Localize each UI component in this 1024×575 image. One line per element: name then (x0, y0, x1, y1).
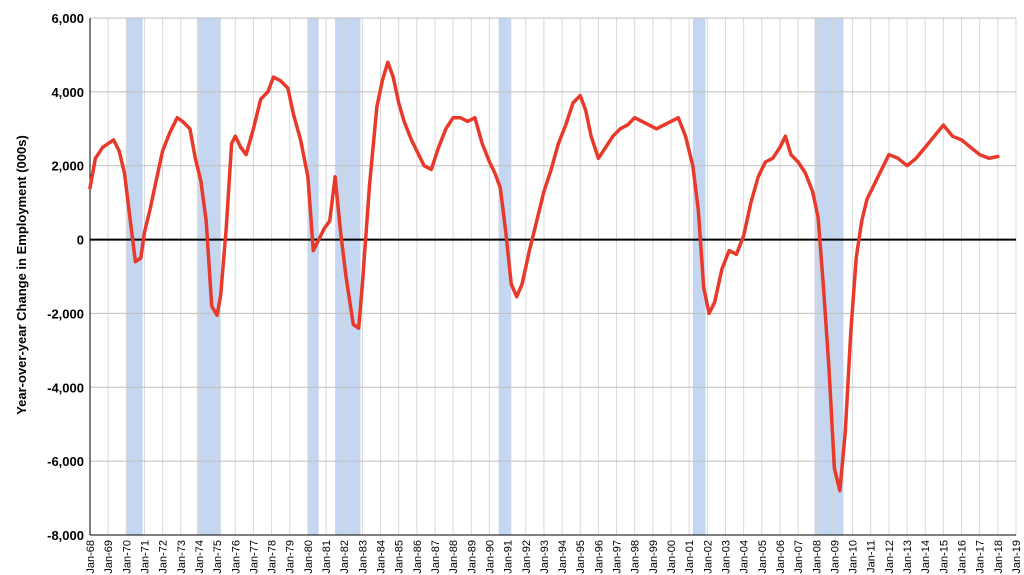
x-tick-label: Jan-14 (920, 540, 932, 574)
x-tick-label: Jan-85 (394, 540, 406, 574)
x-tick-label: Jan-88 (448, 540, 460, 574)
x-tick-label: Jan-80 (303, 540, 315, 574)
x-tick-label: Jan-91 (503, 540, 515, 574)
x-tick-label: Jan-03 (720, 540, 732, 574)
x-tick-label: Jan-86 (412, 540, 424, 574)
x-tick-label: Jan-98 (630, 540, 642, 574)
y-tick-label: 2,000 (51, 159, 84, 174)
x-tick-label: Jan-89 (466, 540, 478, 574)
axes (89, 18, 1016, 536)
x-tick-label: Jan-97 (612, 540, 624, 574)
x-tick-label: Jan-13 (902, 540, 914, 574)
x-tick-label: Jan-73 (176, 540, 188, 574)
x-tick-label: Jan-09 (829, 540, 841, 574)
x-tick-label: Jan-92 (521, 540, 533, 574)
x-tick-label: Jan-06 (775, 540, 787, 574)
x-tick-label: Jan-01 (684, 540, 696, 574)
x-tick-label: Jan-02 (702, 540, 714, 574)
y-tick-label: -2,000 (47, 306, 84, 321)
x-tick-label: Jan-77 (248, 540, 260, 574)
x-tick-label: Jan-84 (376, 540, 388, 574)
recession-band (126, 18, 143, 535)
x-tick-label: Jan-71 (139, 540, 151, 574)
x-tick-labels: Jan-68 Jan-69 Jan-70 Jan-71 Jan-72 Jan-73 Jan-… (85, 540, 1023, 574)
y-tick-label: 4,000 (51, 85, 84, 100)
x-tick-label: Jan-07 (793, 540, 805, 574)
x-tick-label: Jan-78 (267, 540, 279, 574)
recession-bands (126, 18, 844, 535)
x-tick-label: Jan-17 (975, 540, 987, 574)
y-axis-label: Year-over-year Change in Employment (000… (14, 135, 29, 415)
x-tick-label: Jan-87 (430, 540, 442, 574)
x-tick-label: Jan-79 (285, 540, 297, 574)
x-tick-label: Jan-70 (121, 540, 133, 574)
x-tick-label: Jan-05 (757, 540, 769, 574)
grid-lines (89, 17, 1017, 536)
x-tick-label: Jan-90 (484, 540, 496, 574)
x-tick-label: Jan-16 (957, 540, 969, 574)
x-tick-label: Jan-74 (194, 540, 206, 574)
x-tick-label: Jan-15 (938, 540, 950, 574)
x-tick-label: Jan-69 (103, 540, 115, 574)
x-tick-label: Jan-10 (848, 540, 860, 574)
x-tick-label: Jan-83 (357, 540, 369, 574)
x-tick-label: Jan-18 (993, 540, 1005, 574)
x-tick-label: Jan-72 (158, 540, 170, 574)
series-layer (88, 60, 1000, 493)
x-tick-label: Jan-81 (321, 540, 333, 574)
y-tick-label: 6,000 (51, 11, 84, 26)
recession-band (335, 18, 361, 535)
x-tick-label: Jan-94 (557, 540, 569, 574)
y-tick-label: -6,000 (47, 454, 84, 469)
x-tick-label: Jan-12 (884, 540, 896, 574)
x-tick-label: Jan-19 (1011, 540, 1023, 574)
recession-band (307, 18, 319, 535)
x-tick-label: Jan-82 (339, 540, 351, 574)
y-tick-labels: -8,000 -6,000 -4,000 -2,000 0 2,000 4,000 6,000 (47, 11, 84, 543)
series-line (88, 60, 1000, 493)
x-tick-label: Jan-08 (811, 540, 823, 574)
x-tick-label: Jan-93 (539, 540, 551, 574)
y-tick-label: 0 (77, 233, 84, 248)
x-tick-label: Jan-99 (648, 540, 660, 574)
x-tick-label: Jan-95 (575, 540, 587, 574)
x-tick-label: Jan-68 (85, 540, 97, 574)
x-tick-label: Jan-96 (593, 540, 605, 574)
y-tick-label: -4,000 (47, 380, 84, 395)
recession-band (814, 18, 844, 535)
x-tick-label: Jan-04 (739, 540, 751, 574)
x-tick-label: Jan-75 (212, 540, 224, 574)
x-tick-label: Jan-11 (866, 540, 878, 573)
x-tick-label: Jan-00 (666, 540, 678, 574)
x-tick-label: Jan-76 (230, 540, 242, 574)
y-tick-label: -8,000 (47, 528, 84, 543)
recession-band (692, 18, 706, 535)
